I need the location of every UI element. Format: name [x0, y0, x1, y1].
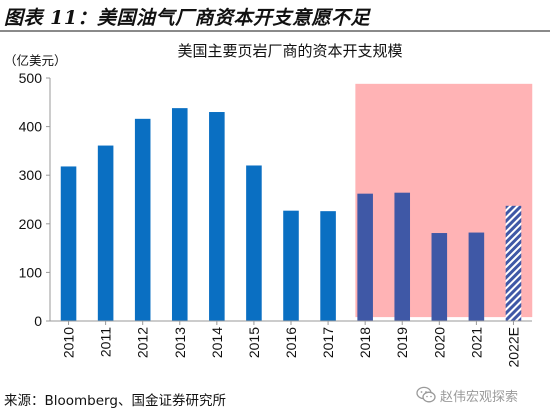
chart-title: 美国主要页岩厂商的资本开支规模: [177, 42, 402, 60]
bar-2016: [283, 210, 299, 321]
figure-title: 图表 11：美国油气厂商资本开支意愿不足: [4, 7, 371, 29]
x-tick-label: 2017: [320, 327, 336, 358]
y-tick-label: 100: [19, 264, 43, 280]
bar-chart: 美国主要页岩厂商的资本开支规模 （亿美元） 0 100 200 300 400 500 2…: [4, 42, 533, 367]
x-tick-label: 2021: [468, 327, 484, 358]
watermark: 赵伟宏观探索: [416, 384, 518, 406]
y-tick-label: 0: [34, 313, 42, 329]
x-tick-label: 2014: [209, 327, 225, 358]
bar-2010: [60, 166, 77, 321]
watermark-text: 赵伟宏观探索: [440, 389, 519, 405]
bar-2018: [357, 193, 373, 321]
x-tick-label: 2012: [135, 327, 151, 358]
bar-2019: [394, 192, 411, 321]
x-tick-label: 2022E: [505, 327, 521, 367]
bar-2017: [320, 211, 336, 321]
bar-2022E: [505, 205, 522, 321]
y-tick-label: 200: [19, 216, 43, 232]
bar-2014: [209, 112, 225, 322]
figure-header: 图表 11：美国油气厂商资本开支意愿不足: [0, 0, 550, 32]
bar-2012: [134, 118, 151, 321]
y-tick-label: 400: [19, 119, 43, 135]
figure-source: 来源：Bloomberg、国金证券研究所: [4, 393, 226, 409]
bar-2015: [246, 165, 262, 321]
x-tick-label: 2015: [246, 327, 262, 358]
wechat-icon: [416, 386, 436, 403]
x-tick-label: 2018: [357, 327, 373, 358]
bar-2020: [431, 233, 448, 321]
x-tick-label: 2013: [172, 327, 188, 358]
x-tick-label: 2010: [61, 327, 77, 358]
x-tick-label: 2016: [283, 327, 299, 358]
x-tick-label: 2011: [98, 327, 114, 357]
y-tick-label: 500: [19, 70, 43, 86]
header-rule: [0, 30, 550, 32]
unit-label: （亿美元）: [4, 53, 67, 68]
bar-2013: [171, 108, 188, 321]
bar-2021: [468, 232, 485, 321]
bar-2011: [97, 145, 114, 321]
x-tick-label: 2020: [431, 327, 447, 358]
y-tick-label: 300: [19, 167, 43, 183]
x-tick-label: 2019: [394, 327, 410, 358]
